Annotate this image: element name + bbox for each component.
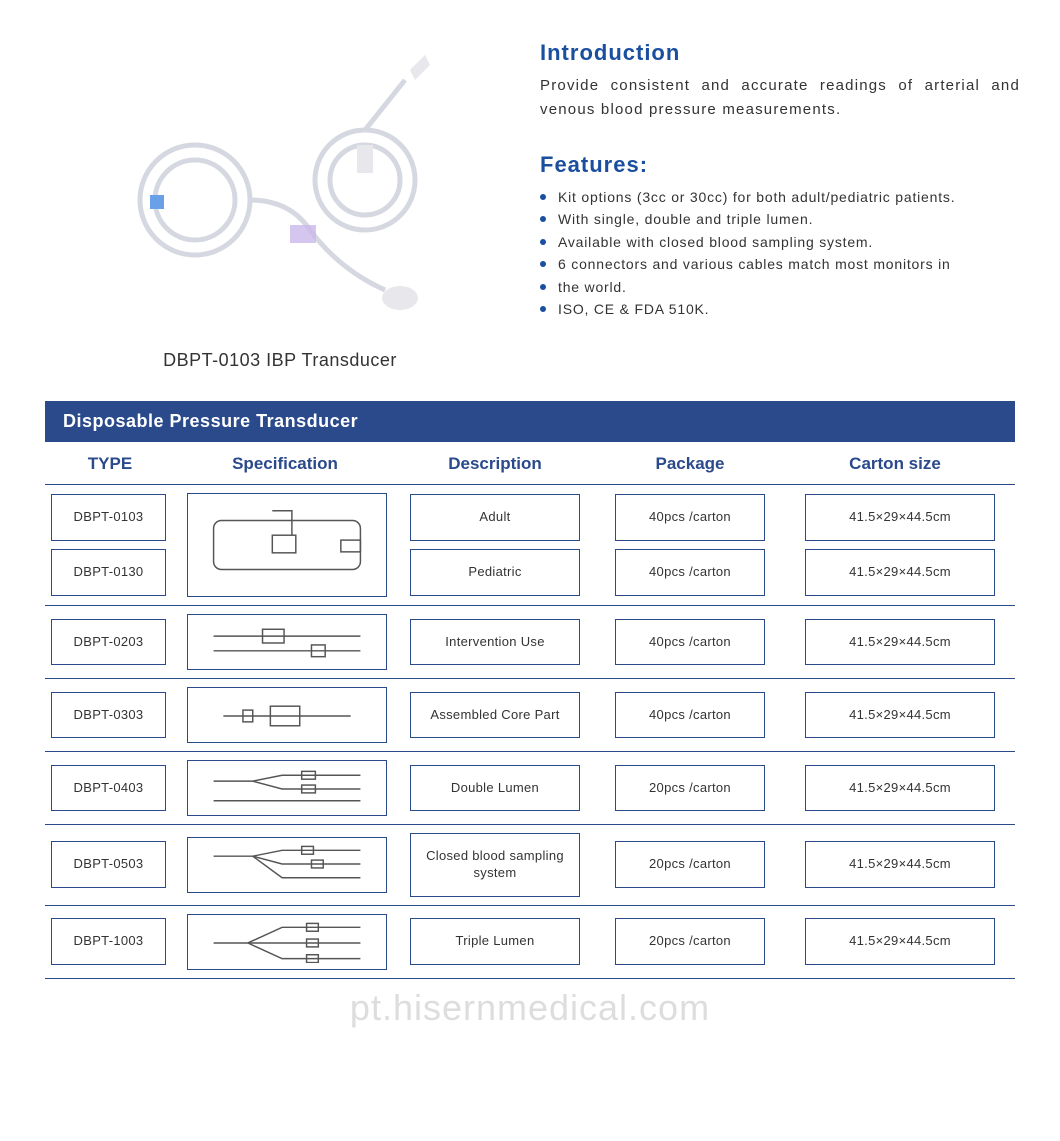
type-column: DBPT-1003 <box>45 914 175 970</box>
package-cell: 40pcs /carton <box>615 692 765 739</box>
table-header-row: TYPE Specification Description Package C… <box>45 442 1015 485</box>
feature-item: 6 connectors and various cables match mo… <box>540 253 1020 275</box>
spec-column <box>175 914 395 970</box>
product-caption: DBPT-0103 IBP Transducer <box>163 350 397 371</box>
description-cell: Assembled Core Part <box>410 692 580 739</box>
product-column: DBPT-0103 IBP Transducer <box>80 40 480 371</box>
carton-size-column: 41.5×29×44.5cm <box>785 833 1005 897</box>
carton-size-cell: 41.5×29×44.5cm <box>805 765 995 812</box>
type-cell: DBPT-1003 <box>51 918 166 965</box>
feature-item: ISO, CE & FDA 510K. <box>540 298 1020 320</box>
features-heading: Features: <box>540 152 1020 178</box>
spec-column <box>175 614 395 670</box>
spec-column <box>175 493 395 597</box>
feature-item: Kit options (3cc or 30cc) for both adult… <box>540 186 1020 208</box>
carton-size-column: 41.5×29×44.5cm 41.5×29×44.5cm <box>785 493 1005 597</box>
th-spec: Specification <box>175 454 395 474</box>
th-desc: Description <box>395 454 595 474</box>
top-section: DBPT-0103 IBP Transducer Introduction Pr… <box>0 0 1060 401</box>
description-column: Double Lumen <box>395 760 595 816</box>
intro-heading: Introduction <box>540 40 1020 66</box>
description-cell: Closed blood sampling system <box>410 833 580 897</box>
description-column: Adult Pediatric <box>395 493 595 597</box>
spec-column <box>175 760 395 816</box>
type-column: DBPT-0103 DBPT-0130 <box>45 493 175 597</box>
carton-size-cell: 41.5×29×44.5cm <box>805 841 995 888</box>
th-type: TYPE <box>45 454 175 474</box>
spec-diagram-icon <box>187 614 387 670</box>
feature-item: With single, double and triple lumen. <box>540 208 1020 230</box>
text-column: Introduction Provide consistent and accu… <box>540 40 1020 371</box>
spec-column <box>175 833 395 897</box>
features-list: Kit options (3cc or 30cc) for both adult… <box>540 186 1020 320</box>
carton-size-column: 41.5×29×44.5cm <box>785 760 1005 816</box>
spec-diagram-icon <box>187 687 387 743</box>
description-column: Intervention Use <box>395 614 595 670</box>
table-row-group: DBPT-0403 Double Lumen 20pcs /carton 41.5×… <box>45 752 1015 825</box>
product-image <box>100 40 460 340</box>
type-column: DBPT-0503 <box>45 833 175 897</box>
product-svg-icon <box>110 50 450 330</box>
th-pkg: Package <box>595 454 785 474</box>
description-cell: Intervention Use <box>410 619 580 666</box>
carton-size-cell: 41.5×29×44.5cm <box>805 619 995 666</box>
table-row-group: DBPT-0303 Assembled Core Part 40pcs /cart… <box>45 679 1015 752</box>
feature-item: Available with closed blood sampling sys… <box>540 231 1020 253</box>
spec-diagram-icon <box>187 760 387 816</box>
table-body: DBPT-0103 DBPT-0130 Adult Pediatric 40pcs /… <box>45 485 1015 979</box>
table-section: Disposable Pressure Transducer TYPE Spec… <box>0 401 1060 1039</box>
type-column: DBPT-0303 <box>45 687 175 743</box>
package-cell: 20pcs /carton <box>615 765 765 812</box>
feature-item: the world. <box>540 276 1020 298</box>
description-column: Assembled Core Part <box>395 687 595 743</box>
type-cell: DBPT-0303 <box>51 692 166 739</box>
type-column: DBPT-0403 <box>45 760 175 816</box>
carton-size-cell: 41.5×29×44.5cm <box>805 549 995 596</box>
carton-size-cell: 41.5×29×44.5cm <box>805 692 995 739</box>
carton-size-cell: 41.5×29×44.5cm <box>805 494 995 541</box>
carton-size-column: 41.5×29×44.5cm <box>785 614 1005 670</box>
package-cell: 20pcs /carton <box>615 918 765 965</box>
type-cell: DBPT-0503 <box>51 841 166 888</box>
package-column: 20pcs /carton <box>595 833 785 897</box>
spec-diagram-icon <box>187 837 387 893</box>
type-column: DBPT-0203 <box>45 614 175 670</box>
package-column: 20pcs /carton <box>595 914 785 970</box>
package-column: 40pcs /carton <box>595 687 785 743</box>
table-row-group: DBPT-0503 Closed blood sampling system 20… <box>45 825 1015 906</box>
package-column: 40pcs /carton 40pcs /carton <box>595 493 785 597</box>
type-cell: DBPT-0403 <box>51 765 166 812</box>
package-column: 40pcs /carton <box>595 614 785 670</box>
description-cell: Double Lumen <box>410 765 580 812</box>
description-cell: Pediatric <box>410 549 580 596</box>
carton-size-cell: 41.5×29×44.5cm <box>805 918 995 965</box>
description-cell: Triple Lumen <box>410 918 580 965</box>
table-row-group: DBPT-1003 Triple Lumen 20pcs /carton 41.5×… <box>45 906 1015 979</box>
table-row-group: DBPT-0203 Intervention Use 40pcs /carton 4… <box>45 606 1015 679</box>
type-cell: DBPT-0130 <box>51 549 166 596</box>
type-cell: DBPT-0203 <box>51 619 166 666</box>
package-cell: 20pcs /carton <box>615 841 765 888</box>
package-cell: 40pcs /carton <box>615 494 765 541</box>
table-title: Disposable Pressure Transducer <box>45 401 1015 442</box>
table-row-group: DBPT-0103 DBPT-0130 Adult Pediatric 40pcs /… <box>45 485 1015 606</box>
package-column: 20pcs /carton <box>595 760 785 816</box>
spec-diagram-icon <box>187 914 387 970</box>
package-cell: 40pcs /carton <box>615 619 765 666</box>
th-size: Carton size <box>785 454 1005 474</box>
description-column: Triple Lumen <box>395 914 595 970</box>
description-column: Closed blood sampling system <box>395 833 595 897</box>
spec-diagram-icon <box>187 493 387 597</box>
type-cell: DBPT-0103 <box>51 494 166 541</box>
intro-text: Provide consistent and accurate readings… <box>540 74 1020 122</box>
spec-column <box>175 687 395 743</box>
package-cell: 40pcs /carton <box>615 549 765 596</box>
carton-size-column: 41.5×29×44.5cm <box>785 687 1005 743</box>
carton-size-column: 41.5×29×44.5cm <box>785 914 1005 970</box>
description-cell: Adult <box>410 494 580 541</box>
